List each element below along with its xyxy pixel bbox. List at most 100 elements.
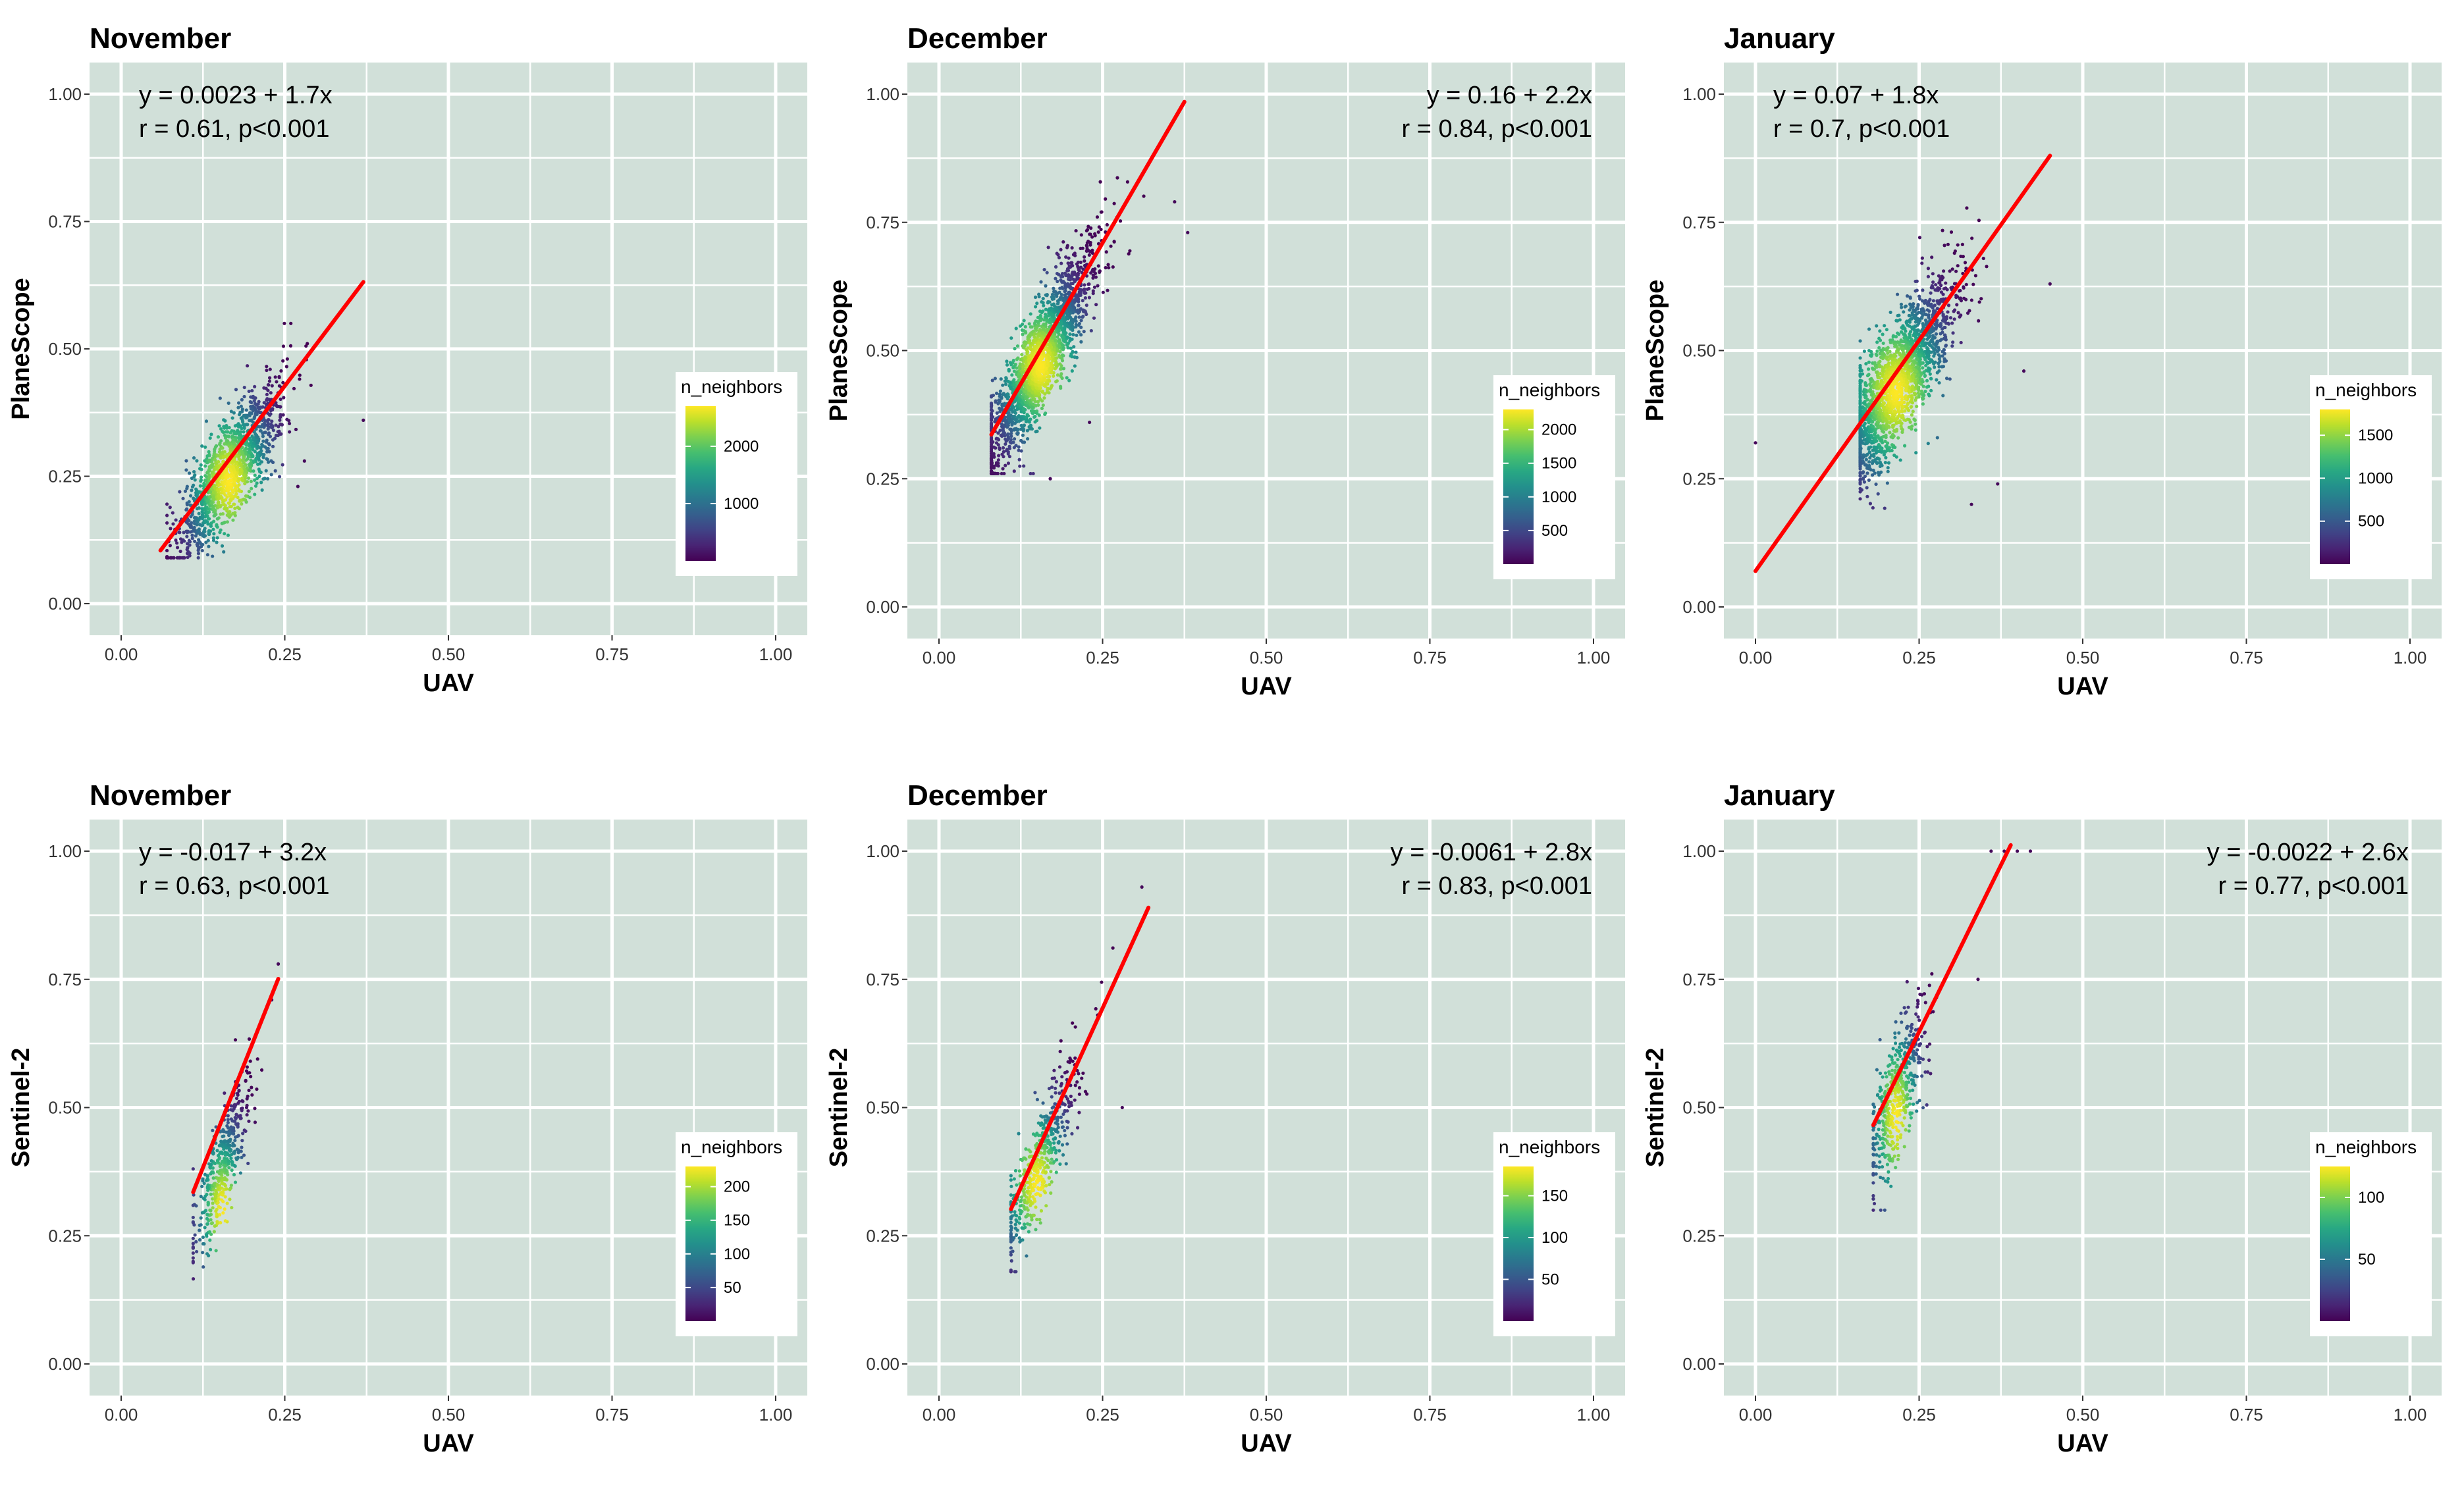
data-point bbox=[196, 556, 200, 560]
data-point bbox=[309, 383, 313, 387]
data-point bbox=[221, 431, 226, 434]
data-point bbox=[1091, 276, 1095, 280]
data-point bbox=[989, 460, 994, 464]
data-point bbox=[1063, 290, 1067, 294]
data-point bbox=[298, 377, 302, 381]
data-point bbox=[1022, 440, 1027, 444]
data-point bbox=[193, 473, 197, 477]
data-point bbox=[267, 450, 271, 454]
data-point bbox=[1067, 379, 1071, 382]
data-point bbox=[1056, 373, 1059, 377]
data-point bbox=[197, 538, 201, 542]
data-point bbox=[190, 521, 194, 525]
data-point bbox=[989, 408, 994, 412]
data-point bbox=[226, 533, 230, 537]
data-point bbox=[267, 379, 271, 383]
panel-title: January bbox=[1724, 22, 1835, 55]
data-point bbox=[244, 469, 248, 473]
data-point bbox=[1944, 281, 1948, 285]
data-point bbox=[222, 418, 226, 422]
data-point bbox=[236, 506, 240, 510]
data-point bbox=[1890, 443, 1894, 447]
data-point bbox=[269, 473, 273, 477]
data-point bbox=[194, 534, 198, 538]
data-point bbox=[1033, 295, 1038, 300]
data-point bbox=[192, 497, 196, 501]
data-point bbox=[209, 501, 213, 505]
data-point bbox=[1858, 363, 1862, 368]
data-point bbox=[1902, 444, 1907, 448]
data-point bbox=[250, 388, 254, 393]
data-point bbox=[1044, 284, 1048, 288]
data-point bbox=[1884, 435, 1888, 439]
data-point bbox=[1035, 301, 1039, 305]
data-point bbox=[280, 423, 284, 427]
y-tick-label: 1.00 bbox=[48, 84, 82, 104]
data-point bbox=[1057, 273, 1061, 276]
data-point bbox=[1017, 445, 1021, 449]
data-point bbox=[1037, 329, 1041, 333]
data-point bbox=[996, 431, 1000, 435]
data-point bbox=[1017, 372, 1021, 376]
data-point bbox=[1058, 362, 1062, 366]
data-point bbox=[1071, 253, 1076, 257]
data-point bbox=[165, 513, 169, 517]
data-point bbox=[1070, 325, 1075, 329]
data-point bbox=[236, 401, 241, 405]
data-point bbox=[1031, 386, 1035, 390]
data-point bbox=[190, 476, 194, 481]
data-point bbox=[1860, 369, 1863, 373]
data-point bbox=[1033, 400, 1038, 404]
data-point bbox=[1092, 316, 1096, 320]
data-point bbox=[1056, 301, 1060, 306]
data-point bbox=[1064, 255, 1068, 259]
data-point bbox=[1858, 398, 1862, 402]
legend-colorbar bbox=[685, 406, 716, 561]
data-point bbox=[184, 520, 188, 524]
data-point bbox=[1028, 341, 1032, 345]
data-point bbox=[256, 405, 260, 409]
data-point bbox=[1079, 333, 1083, 337]
data-point bbox=[268, 434, 273, 438]
data-point bbox=[1043, 378, 1047, 382]
data-point bbox=[248, 413, 252, 417]
data-point bbox=[209, 524, 213, 528]
data-point bbox=[1036, 319, 1040, 324]
data-point bbox=[1006, 413, 1011, 417]
data-point bbox=[1009, 386, 1013, 391]
data-point bbox=[994, 463, 998, 467]
data-point bbox=[1053, 367, 1058, 371]
data-point bbox=[240, 459, 245, 463]
data-point bbox=[1969, 298, 1973, 302]
data-point bbox=[203, 459, 207, 463]
y-tick-label: 0.25 bbox=[48, 467, 82, 486]
data-point bbox=[262, 401, 266, 405]
data-point bbox=[247, 450, 251, 454]
data-point bbox=[1875, 340, 1879, 344]
data-point bbox=[1011, 359, 1015, 363]
data-point bbox=[1005, 359, 1009, 363]
data-point bbox=[237, 488, 241, 492]
data-point bbox=[1059, 248, 1063, 251]
data-point bbox=[205, 553, 209, 557]
data-point bbox=[1061, 367, 1066, 371]
data-point bbox=[1029, 417, 1032, 421]
data-point bbox=[240, 427, 244, 431]
data-point bbox=[1079, 291, 1083, 295]
data-point bbox=[232, 411, 236, 415]
data-point bbox=[185, 542, 190, 546]
data-point bbox=[989, 404, 994, 408]
data-point bbox=[1085, 228, 1088, 233]
data-point bbox=[1001, 446, 1005, 450]
data-point bbox=[175, 546, 180, 550]
data-point bbox=[1041, 297, 1045, 301]
data-point bbox=[999, 377, 1003, 381]
data-point bbox=[1068, 278, 1073, 282]
data-point bbox=[1862, 349, 1867, 353]
data-point bbox=[1956, 264, 1960, 268]
data-point bbox=[237, 477, 242, 481]
data-point bbox=[253, 492, 257, 496]
data-point bbox=[1015, 366, 1019, 370]
data-point bbox=[1066, 308, 1071, 312]
data-point bbox=[192, 470, 196, 474]
